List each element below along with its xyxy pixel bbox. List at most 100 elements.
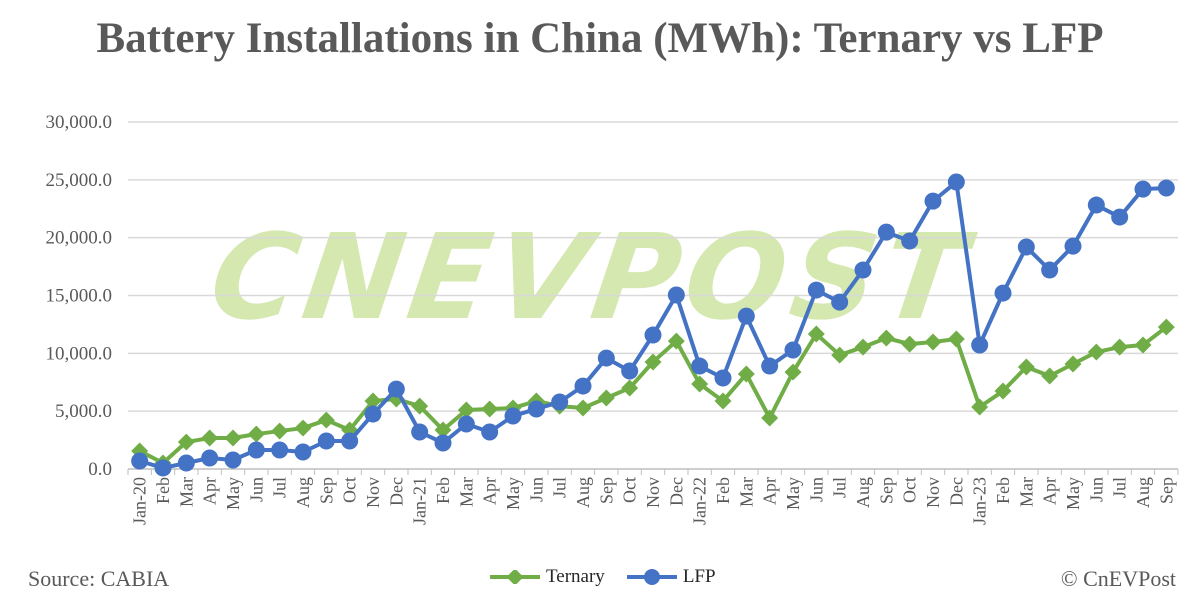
lfp-point <box>691 357 709 375</box>
x-tick-label: Jan-21 <box>410 477 430 525</box>
ternary-point <box>667 332 685 350</box>
ternary-point <box>807 325 825 343</box>
lfp-point <box>1157 179 1175 197</box>
lfp-point <box>317 432 335 450</box>
x-tick-label: Jun <box>246 477 266 502</box>
x-tick-label: Aug <box>573 477 593 508</box>
y-tick-label: 20,000.0 <box>46 228 113 249</box>
lfp-point <box>784 341 802 359</box>
lfp-point <box>154 459 172 477</box>
x-tick-label: Dec <box>666 477 686 506</box>
ternary-point <box>924 333 942 351</box>
x-tick-label: May <box>223 477 243 510</box>
ternary-point <box>364 392 382 410</box>
x-tick-label: Aug <box>1133 477 1153 508</box>
x-tick-label: Feb <box>433 477 453 504</box>
x-tick-label: Jun <box>806 477 826 502</box>
y-tick-label: 0.0 <box>88 459 112 480</box>
lfp-point <box>877 223 895 241</box>
x-tick-label: Feb <box>713 477 733 504</box>
y-tick-label: 10,000.0 <box>46 343 113 364</box>
ternary-point <box>1017 358 1035 376</box>
lfp-point <box>901 232 919 250</box>
lfp-point <box>831 293 849 311</box>
watermark-logo: CNEVPOST <box>203 209 982 346</box>
lfp-point <box>481 423 499 441</box>
x-tick-label: Dec <box>946 477 966 506</box>
x-tick-label: Jul <box>1110 477 1130 498</box>
x-tick-label: Feb <box>993 477 1013 504</box>
ternary-point <box>691 375 709 393</box>
lfp-point <box>131 452 149 470</box>
ternary-point <box>994 382 1012 400</box>
ternary-line <box>138 325 1168 465</box>
x-tick-label: Mar <box>736 477 756 507</box>
ternary-point <box>761 409 779 427</box>
lfp-point <box>247 441 265 459</box>
ternary-point <box>481 400 499 418</box>
lfp-point <box>341 432 359 450</box>
lfp-point <box>1064 237 1082 255</box>
ternary-point <box>597 389 615 407</box>
x-tick-label: Feb <box>153 477 173 504</box>
lfp-point <box>1017 238 1035 256</box>
lfp-point <box>714 369 732 387</box>
x-tick-label: May <box>1063 477 1083 510</box>
ternary-point <box>317 411 335 429</box>
x-tick-label: Apr <box>480 477 500 505</box>
x-tick-label: Apr <box>200 477 220 505</box>
ternary-point <box>854 338 872 356</box>
x-tick-label: Jul <box>830 477 850 498</box>
ternary-point <box>971 398 989 416</box>
y-tick-label: 15,000.0 <box>46 286 113 307</box>
ternary-point <box>621 379 639 397</box>
x-tick-label: Apr <box>1040 477 1060 505</box>
lfp-point <box>457 415 475 433</box>
ternary-point <box>434 421 452 439</box>
x-tick-label: Jul <box>550 477 570 498</box>
chart-title: Battery Installations in China (MWh): Te… <box>96 15 1104 62</box>
ternary-point <box>784 363 802 381</box>
x-tick-label: Jan-23 <box>970 477 990 525</box>
legend-label-ternary: Ternary <box>546 566 605 587</box>
x-tick-label: Sep <box>316 477 336 504</box>
ternary-point <box>877 329 895 347</box>
lfp-point <box>1087 196 1105 214</box>
lfp-point <box>761 357 779 375</box>
ternary-point <box>224 429 242 447</box>
ternary-point <box>271 422 289 440</box>
ternary-point <box>947 330 965 348</box>
y-tick-label: 25,000.0 <box>46 170 113 191</box>
lfp-point <box>177 454 195 472</box>
lfp-point <box>364 405 382 423</box>
ternary-point <box>644 353 662 371</box>
x-tick-label: Nov <box>363 477 383 508</box>
lfp-point <box>924 192 942 210</box>
lfp-point <box>504 407 522 425</box>
lfp-point <box>434 434 452 452</box>
x-tick-label: Oct <box>340 477 360 503</box>
ternary-point <box>901 335 919 353</box>
x-tick-label: Mar <box>456 477 476 507</box>
x-tick-label: May <box>503 477 523 510</box>
lfp-point <box>224 451 242 469</box>
lfp-point <box>737 307 755 325</box>
ternary-point <box>737 365 755 383</box>
lfp-point <box>621 362 639 380</box>
x-tick-label: Sep <box>596 477 616 504</box>
x-tick-label: Mar <box>1016 477 1036 507</box>
lfp-point <box>551 393 569 411</box>
lfp-point <box>597 349 615 367</box>
lfp-point <box>411 423 429 441</box>
x-tick-label: Aug <box>293 477 313 508</box>
lfp-point <box>667 286 685 304</box>
x-tick-label: May <box>783 477 803 510</box>
lfp-point <box>1111 208 1129 226</box>
ternary-point <box>1064 355 1082 373</box>
x-tick-label: Oct <box>620 477 640 503</box>
ternary-point <box>574 399 592 417</box>
credit-note: © CnEVPost <box>1060 566 1176 591</box>
legend: Ternary LFP <box>490 566 716 588</box>
lfp-point <box>271 441 289 459</box>
